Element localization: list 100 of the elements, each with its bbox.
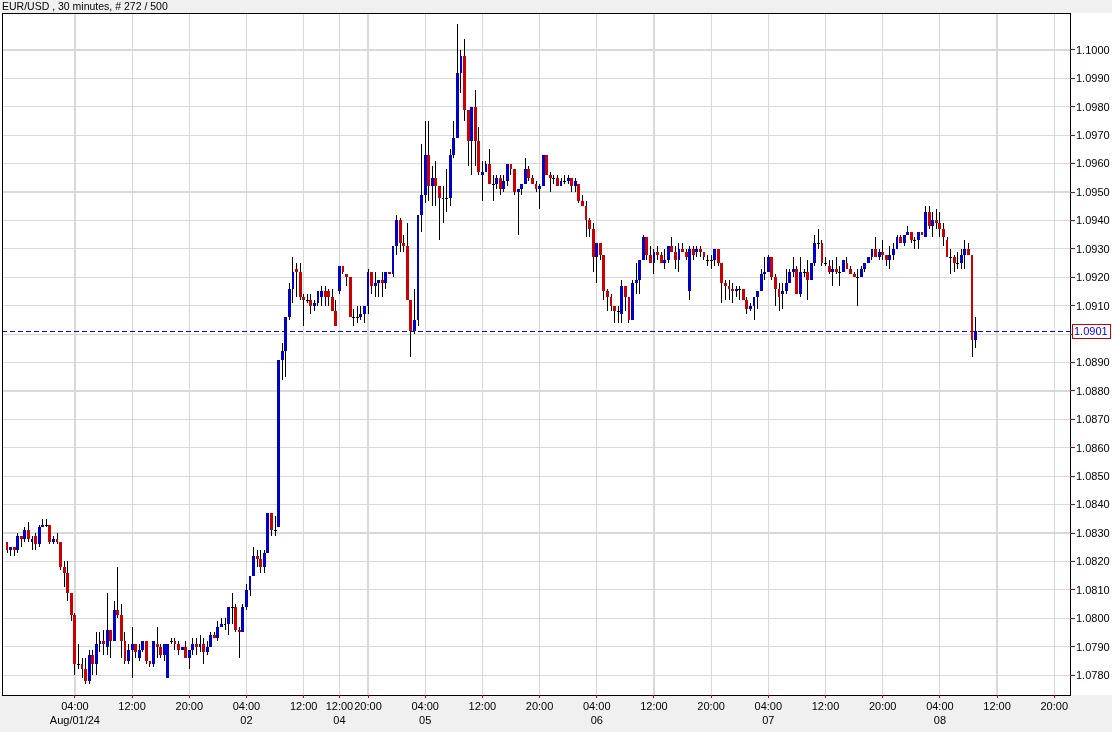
x-tick-label: 20:00 [525,700,554,712]
x-tick-label: 20:00 [1040,700,1069,712]
candlestick [37,524,41,548]
candlestick [523,157,527,184]
x-tick-label: 04:00 02 [232,700,261,726]
candlestick [270,512,273,537]
candlestick [130,626,134,679]
y-tick-label: 1.0820 [1076,555,1110,568]
x-tick-label: 04:00 07 [754,700,783,726]
x-tick-label: 20:00 [175,700,204,712]
candlestick [109,629,113,659]
candlestick [334,299,338,327]
candlestick [684,248,688,261]
candlestick [352,308,356,327]
y-tick-label: 1.0790 [1076,640,1110,653]
y-tick-label: 1.0840 [1076,498,1110,511]
candlestick [816,228,820,250]
y-tick-label: 1.0810 [1076,583,1110,596]
y-tick-label: 1.0950 [1076,185,1110,198]
candlestick [491,174,495,202]
candlestick [445,168,449,213]
candlestick [724,279,727,301]
candlestick [888,245,892,270]
candlestick [230,592,234,625]
candlestick [398,217,402,253]
candlestick [645,236,649,261]
candlestick [538,183,541,210]
candlestick [359,305,363,321]
candlestick [791,256,795,278]
candlestick [545,155,549,175]
candlestick [663,248,667,270]
candlestick [931,211,935,238]
candlestick [774,273,777,307]
candlestick [273,515,277,537]
x-tick-label: 12:00 [468,700,497,712]
y-tick-label: 1.0930 [1076,242,1110,255]
candlestick [799,256,802,298]
candlestick [102,629,105,656]
candlestick [784,268,788,295]
x-tick-label: 20:00 [354,700,382,712]
x-tick-label: 04:00 08 [926,700,954,726]
candlestick [116,566,120,619]
y-tick-label: 1.0960 [1076,157,1110,170]
candlestick [831,259,835,287]
x-tick-label: 12:00 [640,700,668,712]
candlestick [155,626,159,659]
candlestick [420,143,424,233]
x-tick-label: 12:00 [983,700,1011,712]
candlestick [355,305,359,324]
y-tick-label: 1.0910 [1076,299,1110,312]
y-tick-label: 1.0980 [1076,100,1110,113]
y-tick-label: 1.0890 [1076,356,1110,369]
x-tick-label: 04:00 Aug/01/24 [49,700,100,726]
x-tick-label: 04:00 06 [583,700,611,726]
y-tick-label: 1.0880 [1076,384,1110,397]
y-tick-label: 1.0830 [1076,526,1110,539]
candlestick [323,285,327,307]
x-tick-label: 12:00 [811,700,840,712]
candlestick [434,160,438,207]
y-tick-label: 1.1000 [1076,43,1110,56]
y-tick-label: 1.0970 [1076,129,1110,142]
candlestick [623,285,627,312]
y-tick-label: 1.0850 [1076,470,1110,483]
candlestick [881,239,885,261]
candlestick [94,631,98,676]
candlestick [673,245,677,270]
candlestick [84,657,88,685]
candlestick [320,285,323,307]
y-tick-label: 1.0920 [1076,271,1110,284]
candlestick [480,160,484,202]
x-tick-label: 12:00 [118,700,146,712]
candlestick [91,649,95,676]
candlestick [638,259,642,295]
candlestick [227,606,231,636]
candlestick [781,282,785,310]
y-tick-label: 1.0940 [1076,214,1110,227]
candlestick [606,288,609,312]
candlestick [956,251,960,270]
x-tick-label: 20:00 [868,700,897,712]
x-tick-label: 20:00 [697,700,725,712]
candlestick [245,583,248,611]
candlestick [513,168,516,196]
candlestick [802,268,806,278]
candlestick [938,211,942,238]
candlestick [641,234,645,261]
x-tick-label: 12:00 04 [325,700,354,726]
candlestick [706,254,709,267]
candlestick [548,171,552,193]
x-tick-label: 12:00 [289,700,318,712]
candlestick [720,262,724,304]
chart-title: EUR/USD , 30 minutes, # 272 / 500 [2,0,168,12]
candlestick [259,549,263,574]
candlestick [856,268,860,307]
y-tick-label: 1.0800 [1076,612,1110,625]
candlestick [413,288,416,335]
candlestick [216,620,220,642]
y-tick-label: 1.0870 [1076,413,1110,426]
candlestick [709,254,713,270]
candlestick [430,165,434,207]
candlestick [66,560,70,602]
